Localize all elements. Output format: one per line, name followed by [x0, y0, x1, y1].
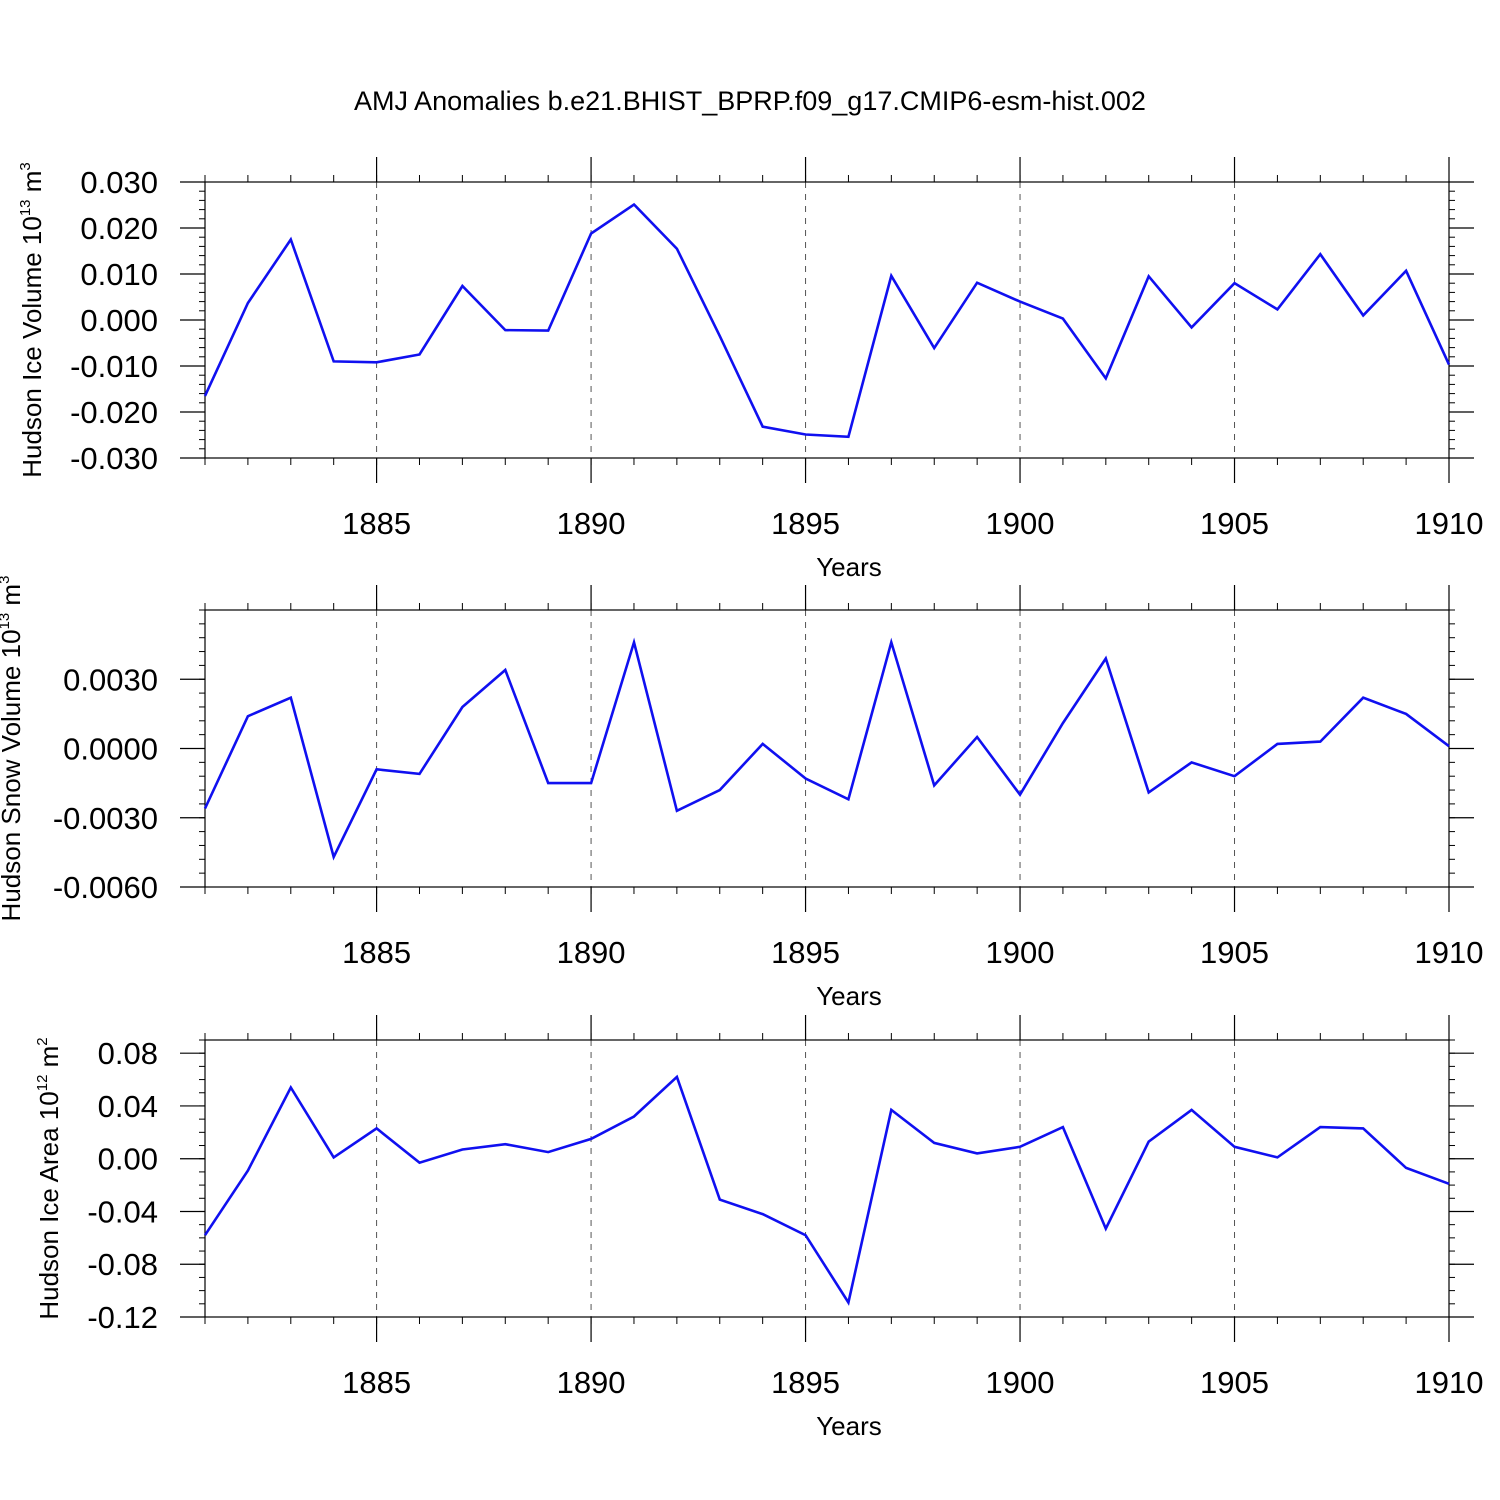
- x-tick-label: 1895: [771, 935, 840, 970]
- plot-frame: [204, 1039, 1450, 1318]
- x-axis-label: Years: [816, 1411, 882, 1441]
- x-tick-label: 1900: [986, 506, 1055, 541]
- y-axis-label: Hudson Ice Volume 1013 m3: [17, 162, 47, 478]
- y-axis-label-unit: m: [17, 171, 47, 200]
- x-tick-label: 1895: [771, 506, 840, 541]
- y-axis-label-unit-exp: 3: [17, 162, 34, 170]
- x-tick-label: 1885: [342, 1365, 411, 1400]
- x-tick-label: 1890: [557, 1365, 626, 1400]
- y-axis-label: Hudson Ice Area 1012 m2: [34, 1037, 64, 1319]
- y-tick-label: -0.030: [70, 441, 158, 476]
- x-tick-label: 1910: [1415, 506, 1484, 541]
- y-tick-label: 0.00: [98, 1142, 158, 1177]
- x-tick-label: 1905: [1200, 506, 1269, 541]
- plot-frame: [204, 181, 1450, 459]
- x-tick-label: 1890: [557, 935, 626, 970]
- series-line: [203, 1074, 1450, 1306]
- x-tick-label: 1905: [1200, 1365, 1269, 1400]
- x-axis-label: Years: [816, 981, 882, 1011]
- y-axis-label: Hudson Snow Volume 1013 m3: [0, 576, 26, 922]
- series-line: [203, 637, 1450, 861]
- y-tick-label: 0.010: [80, 257, 158, 292]
- y-tick-label: -0.0030: [53, 801, 158, 836]
- y-axis-label-unit-exp: 3: [0, 576, 13, 584]
- y-axis-label-exp: 12: [34, 1075, 51, 1092]
- x-tick-label: 1890: [557, 506, 626, 541]
- figure-title: AMJ Anomalies b.e21.BHIST_BPRP.f09_g17.C…: [354, 86, 1146, 116]
- y-tick-label: -0.08: [87, 1247, 158, 1282]
- y-axis-label-main: Hudson Ice Volume 10: [17, 216, 47, 478]
- x-tick-label: 1905: [1200, 935, 1269, 970]
- y-tick-label: 0.08: [98, 1036, 158, 1071]
- x-tick-label: 1910: [1415, 935, 1484, 970]
- panel-ice-area: -0.12 -0.08 -0.04 0.00 0.04 0.08 1885 1890 1895 1…: [34, 1015, 1483, 1441]
- y-axis-label-unit: m: [34, 1046, 64, 1075]
- x-tick-label: 1885: [342, 935, 411, 970]
- y-tick-label: 0.000: [80, 303, 158, 338]
- x-tick-label: 1900: [986, 1365, 1055, 1400]
- y-axis-label-unit-exp: 2: [34, 1037, 51, 1045]
- series-line: [203, 202, 1451, 439]
- y-tick-label: 0.04: [98, 1089, 158, 1124]
- y-axis-label-unit: m: [0, 584, 26, 613]
- x-tick-label: 1900: [986, 935, 1055, 970]
- y-tick-label: -0.010: [70, 349, 158, 384]
- y-tick-label: 0.020: [80, 211, 158, 246]
- panel-ice-volume: -0.030 -0.020 -0.010 0.000 0.010 0.020 0.030 18…: [17, 157, 1483, 582]
- x-tick-label: 1885: [342, 506, 411, 541]
- y-tick-label: 0.0000: [63, 732, 158, 767]
- x-tick-label: 1895: [771, 1365, 840, 1400]
- y-tick-label: -0.020: [70, 395, 158, 430]
- y-axis-label-main: Hudson Ice Area 10: [34, 1091, 64, 1319]
- panel-snow-volume: -0.0060 -0.0030 0.0000 0.0030 1885 1890 1895 19…: [0, 576, 1483, 1011]
- x-axis-label: Years: [816, 552, 882, 582]
- plot-frame: [204, 609, 1450, 888]
- y-axis-label-main: Hudson Snow Volume 10: [0, 629, 26, 921]
- y-axis-label-exp: 13: [17, 199, 34, 216]
- y-axis-label-exp: 13: [0, 613, 13, 630]
- y-tick-label: 0.030: [80, 165, 158, 200]
- y-tick-label: -0.04: [87, 1194, 158, 1229]
- y-tick-label: -0.0060: [53, 870, 158, 905]
- x-tick-label: 1910: [1415, 1365, 1484, 1400]
- y-tick-label: -0.12: [87, 1300, 158, 1335]
- y-tick-label: 0.0030: [63, 662, 158, 697]
